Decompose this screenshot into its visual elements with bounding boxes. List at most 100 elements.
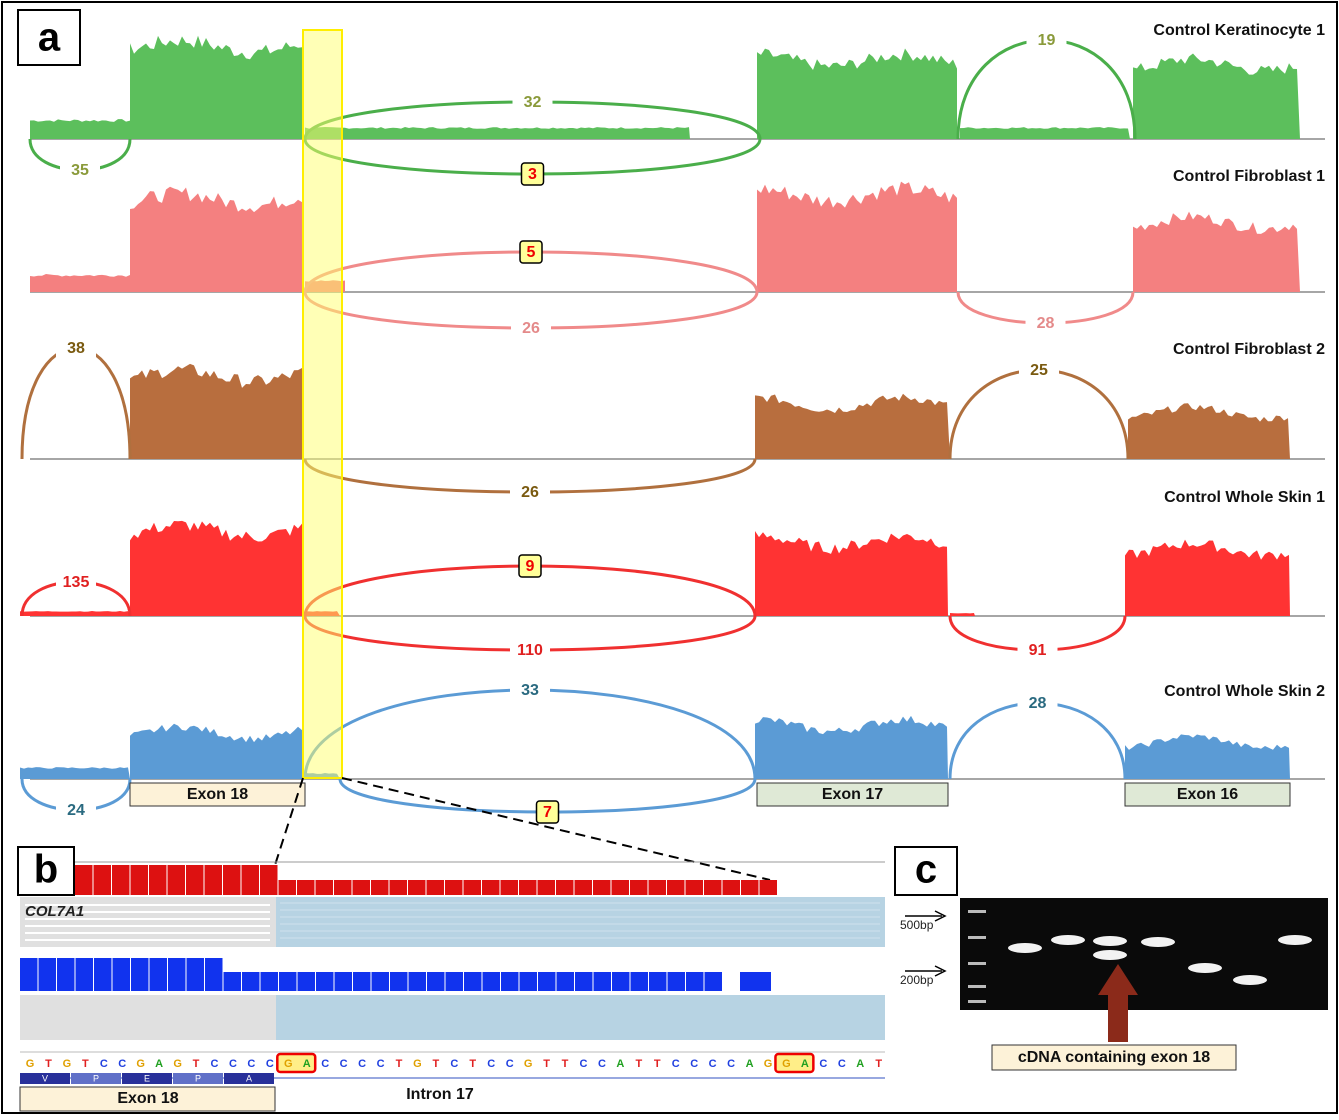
track-name: Control Whole Skin 2 (1164, 683, 1325, 700)
coverage-bar (538, 972, 556, 991)
base: G (524, 1058, 533, 1070)
base: G (782, 1058, 791, 1070)
base: C (506, 1058, 514, 1070)
coverage-bar (723, 880, 741, 895)
exon-label: Exon 18 (117, 1090, 178, 1107)
base: C (118, 1058, 126, 1070)
coverage-bar (334, 880, 352, 895)
coverage-bar (427, 880, 445, 895)
junction-count: 7 (543, 804, 552, 821)
amino-acid: A (246, 1073, 252, 1083)
base: C (672, 1058, 680, 1070)
base: G (173, 1058, 182, 1070)
coverage-bar (630, 880, 648, 895)
coverage-bar (298, 972, 316, 991)
base: C (580, 1058, 588, 1070)
base: A (155, 1058, 163, 1070)
base: A (801, 1058, 809, 1070)
coverage (755, 531, 948, 616)
gel-band (1278, 935, 1312, 945)
base: C (377, 1058, 385, 1070)
base: C (321, 1058, 329, 1070)
coverage-bar (427, 972, 445, 991)
highlight (303, 30, 342, 778)
coverage-bar (556, 880, 574, 895)
coverage (950, 613, 975, 616)
coverage-bar (94, 865, 112, 895)
coverage (30, 119, 130, 139)
base: T (562, 1058, 569, 1070)
coverage (130, 364, 302, 459)
gene-name: COL7A1 (25, 903, 84, 920)
coverage (130, 521, 302, 616)
coverage-bar (390, 880, 408, 895)
coverage-bar (75, 865, 93, 895)
base: C (598, 1058, 606, 1070)
coverage-bar (649, 880, 667, 895)
junction-count: 38 (67, 340, 85, 357)
coverage-bar (242, 865, 260, 895)
junction-count: 26 (521, 484, 539, 501)
junction-count: 25 (1030, 362, 1048, 379)
coverage-bar (261, 972, 279, 991)
panel-label: b (34, 848, 58, 892)
coverage-bar (408, 880, 426, 895)
coverage-bar (205, 958, 223, 991)
coverage-bar (112, 865, 130, 895)
coverage-bar (371, 880, 389, 895)
coverage (20, 611, 130, 616)
coverage-bar (464, 880, 482, 895)
coverage-bar (445, 880, 463, 895)
junction-count: 28 (1029, 695, 1047, 712)
junction-count: 110 (517, 642, 543, 659)
coverage-bar (316, 972, 334, 991)
exon-label: Exon 17 (822, 786, 883, 803)
coverage-bar (483, 972, 501, 991)
base: T (396, 1058, 403, 1070)
base: C (358, 1058, 366, 1070)
base: C (709, 1058, 717, 1070)
panel-label: a (38, 16, 61, 60)
coverage (305, 127, 690, 139)
base: C (211, 1058, 219, 1070)
coverage-bar (223, 865, 241, 895)
coverage-bar (612, 972, 630, 991)
coverage-bar (131, 958, 149, 991)
base: A (616, 1058, 624, 1070)
ladder-band (968, 910, 986, 913)
reads-intron (276, 995, 885, 1040)
coverage-bar (594, 972, 612, 991)
junction-count: 24 (67, 802, 85, 819)
ladder-band (968, 936, 986, 939)
coverage-bar (353, 880, 371, 895)
junction-count: 5 (527, 244, 536, 261)
base: T (635, 1058, 642, 1070)
coverage-bar (390, 972, 408, 991)
coverage-bar (686, 972, 704, 991)
base: G (764, 1058, 773, 1070)
base: C (266, 1058, 274, 1070)
base: G (284, 1058, 293, 1070)
base: C (819, 1058, 827, 1070)
coverage-bar (39, 958, 57, 991)
coverage-bar (372, 972, 390, 991)
base: T (193, 1058, 200, 1070)
coverage-bar (557, 972, 575, 991)
coverage (960, 127, 1130, 139)
coverage (20, 767, 130, 779)
amino-acid: P (93, 1073, 99, 1083)
coverage-bar (501, 880, 519, 895)
coverage-bar (446, 972, 464, 991)
coverage-bar (186, 865, 204, 895)
amino-acid: P (195, 1073, 201, 1083)
coverage-bar (224, 972, 242, 991)
coverage-bar (150, 958, 168, 991)
coverage-bar (353, 972, 371, 991)
reads-intron (276, 897, 885, 947)
coverage-bar (131, 865, 149, 895)
ladder-band (968, 985, 986, 988)
junction-count: 35 (71, 162, 89, 179)
coverage-bar (704, 880, 722, 895)
coverage-bar (279, 972, 297, 991)
base: A (303, 1058, 311, 1070)
